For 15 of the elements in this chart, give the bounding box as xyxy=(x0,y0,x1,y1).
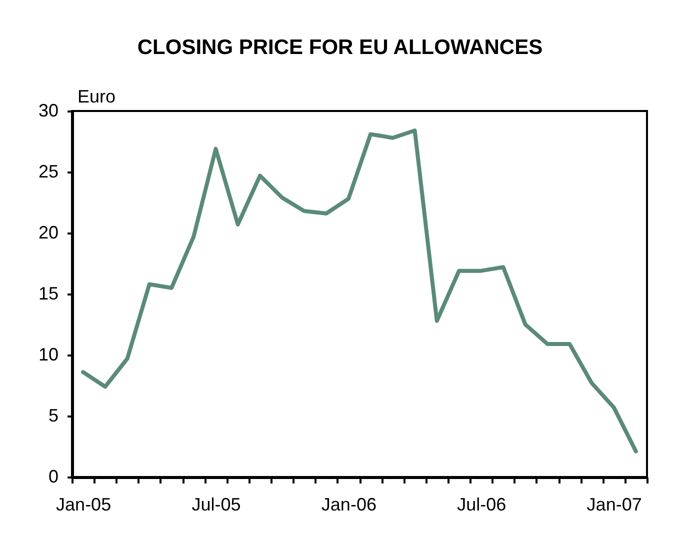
y-tick-label: 0 xyxy=(48,466,58,486)
y-tick-label: 20 xyxy=(38,222,58,242)
y-tick-label: 15 xyxy=(38,284,58,304)
x-tick-label: Jul-05 xyxy=(192,494,241,514)
x-tick-label: Jul-06 xyxy=(457,494,506,514)
x-tick-label: Jan-07 xyxy=(586,494,642,514)
x-tick-label: Jan-05 xyxy=(56,494,112,514)
x-tick-label: Jan-06 xyxy=(321,494,376,514)
y-axis-title: Euro xyxy=(78,86,116,106)
y-tick-label: 5 xyxy=(48,406,58,426)
y-tick-label: 30 xyxy=(38,100,58,120)
y-tick-label: 10 xyxy=(38,344,58,364)
chart-title: CLOSING PRICE FOR EU ALLOWANCES xyxy=(137,36,543,59)
line-series xyxy=(81,128,638,454)
y-tick-label: 25 xyxy=(38,162,58,182)
